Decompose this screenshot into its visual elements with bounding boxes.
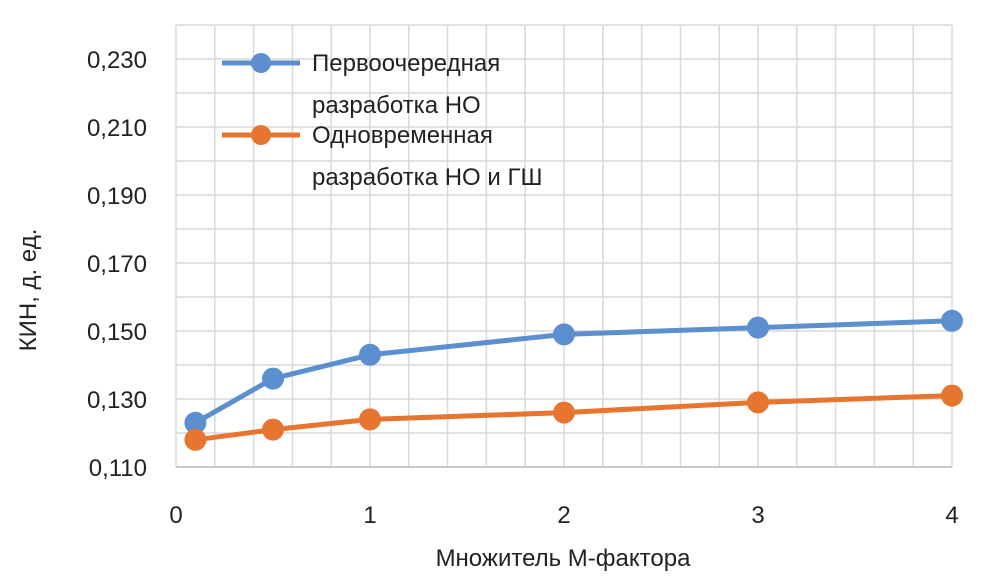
x-tick-label: 2: [557, 502, 570, 529]
y-tick-label: 0,110: [89, 455, 147, 482]
x-tick-label: 3: [751, 502, 764, 529]
x-tick-labels: 0 1 2 3 4: [169, 502, 958, 529]
y-tick-labels: 0,110 0,130 0,150 0,170 0,190 0,210 0,230: [87, 47, 147, 482]
data-point: [184, 428, 207, 451]
series-line: [195, 393, 953, 443]
data-point: [553, 323, 575, 346]
data-point: [941, 384, 963, 407]
legend-label: Первоочередная: [312, 50, 500, 77]
legend-item-2: Одновременная разработка НО и ГШ: [222, 122, 542, 191]
x-tick-label: 4: [945, 502, 958, 529]
x-tick-label: 1: [363, 502, 376, 529]
series-line: [194, 318, 953, 425]
legend-marker: [251, 125, 271, 145]
data-point: [553, 401, 575, 424]
series-1: [184, 309, 963, 434]
data-point: [941, 309, 963, 332]
y-tick-label: 0,150: [87, 319, 147, 346]
data-point: [747, 391, 769, 414]
legend-item-1: Первоочередная разработка НО: [222, 50, 500, 119]
legend-marker: [251, 53, 271, 73]
data-point: [184, 411, 207, 434]
legend-label: разработка НО: [312, 92, 481, 119]
legend-label: Одновременная: [312, 122, 493, 149]
legend-label: разработка НО и ГШ: [312, 164, 542, 191]
series-2: [184, 384, 963, 451]
y-tick-label: 0,190: [87, 183, 147, 210]
legend: Первоочередная разработка НО Одновременная…: [222, 50, 542, 191]
y-tick-label: 0,170: [87, 251, 147, 278]
data-point: [747, 316, 769, 339]
series-lines: [184, 309, 963, 451]
data-point: [262, 418, 284, 441]
y-axis-title: КИН, д. ед.: [15, 229, 42, 352]
grid: [175, 24, 953, 468]
x-tick-label: 0: [169, 502, 182, 529]
y-tick-label: 0,230: [87, 47, 147, 74]
y-tick-label: 0,210: [87, 115, 147, 142]
data-point: [359, 343, 381, 366]
data-point: [359, 408, 381, 431]
y-tick-label: 0,130: [87, 387, 147, 414]
x-axis-title: Множитель М-фактора: [436, 545, 692, 572]
data-point: [262, 367, 284, 390]
